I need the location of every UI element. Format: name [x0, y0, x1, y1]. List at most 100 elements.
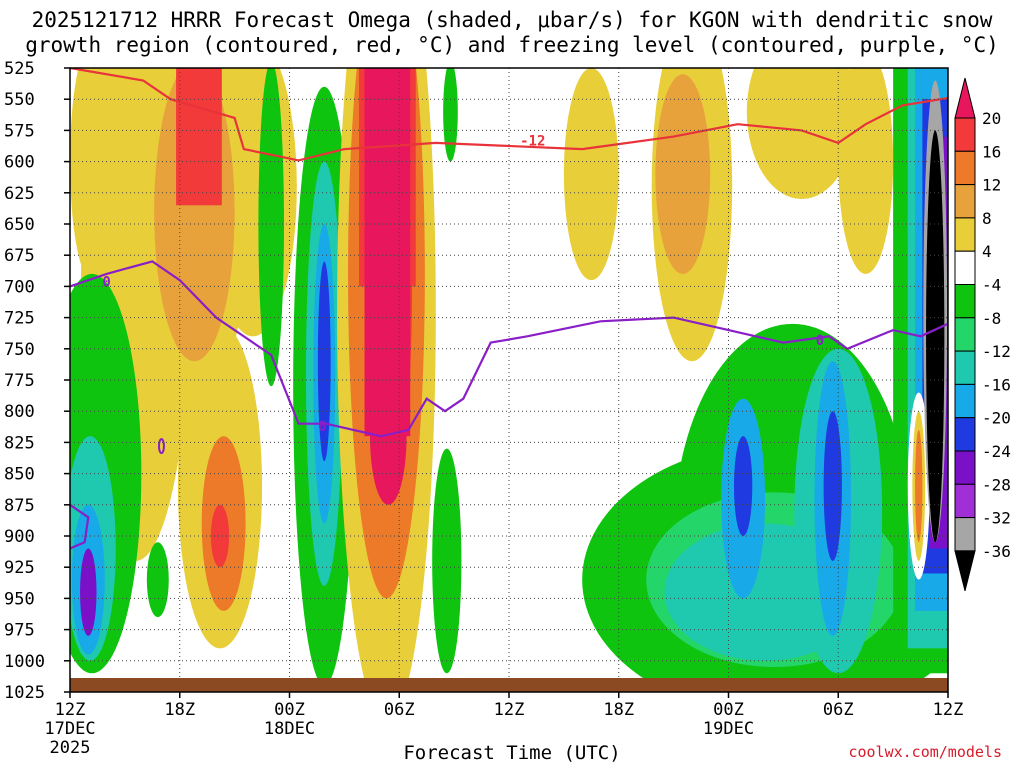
y-tick-label: 675	[4, 246, 35, 266]
y-axis: 525 550 575 600 625 650 675 700 725 750 775 800 825 8…	[4, 59, 70, 703]
omega-purple-early	[80, 548, 97, 636]
colorbar-arrow-bottom	[954, 550, 976, 592]
x-tick-year-label: 2025	[50, 738, 91, 758]
x-axis-title: Forecast Time (UTC)	[403, 742, 621, 764]
x-tick-label: 18Z	[603, 700, 634, 720]
y-tick-label: 1000	[4, 652, 45, 672]
y-tick-label: 875	[4, 496, 35, 516]
contour-dendritic-minus12	[70, 68, 948, 162]
y-tick-label: 850	[4, 465, 35, 485]
x-tick-label: 12Z	[494, 700, 525, 720]
x-tick-date-label: 18DEC	[264, 719, 315, 739]
colorbar-swatch	[954, 350, 976, 385]
y-tick-label: 1025	[4, 683, 45, 703]
y-tick-label: 650	[4, 215, 35, 235]
x-tick-date-label: 17DEC	[44, 719, 95, 739]
colorbar-swatch	[954, 450, 976, 485]
omega-yellow-late-b	[746, 68, 857, 200]
colorbar-label: 16	[982, 142, 1001, 161]
x-tick-label: 06Z	[823, 700, 854, 720]
colorbar: 20 16 12 8 4 -4 -8 -12 -16 -20 -24 -28 -32 -36	[954, 77, 1011, 592]
colorbar-label: -12	[982, 342, 1011, 361]
terrain-ground	[70, 678, 948, 692]
x-tick-label: 18Z	[164, 700, 195, 720]
y-tick-label: 900	[4, 527, 35, 547]
y-tick-label: 575	[4, 121, 35, 141]
omega-black-core	[926, 130, 945, 543]
y-tick-label: 625	[4, 184, 35, 204]
y-tick-label: 925	[4, 558, 35, 578]
omega-shaded-field	[70, 68, 948, 692]
colorbar-label: -28	[982, 475, 1011, 494]
y-tick-label: 750	[4, 340, 35, 360]
colorbar-swatch	[954, 317, 976, 352]
y-tick-label: 975	[4, 621, 35, 641]
y-tick-label: 825	[4, 433, 35, 453]
colorbar-swatch	[954, 284, 976, 319]
colorbar-swatch	[954, 250, 976, 285]
omega-green-top	[443, 68, 458, 162]
y-tick-label: 700	[4, 277, 35, 297]
colorbar-swatch	[954, 117, 976, 152]
omega-magenta-tip	[369, 367, 407, 505]
colorbar-arrow-top	[954, 77, 976, 119]
y-tick-label: 800	[4, 402, 35, 422]
temperature-contours: -12 0 0 0	[70, 68, 948, 550]
omega-yellow-mid	[563, 68, 619, 281]
omega-red-low	[210, 504, 230, 568]
colorbar-label: 20	[982, 109, 1001, 128]
y-tick-label: 600	[4, 153, 35, 173]
contour-freezing-loop-left	[70, 503, 90, 550]
omega-darkblue-b	[823, 411, 842, 561]
x-tick-date-label: 19DEC	[703, 719, 754, 739]
credit-link[interactable]: coolwx.com/models	[848, 743, 1002, 761]
colorbar-swatch	[954, 383, 976, 419]
colorbar-label: -4	[982, 276, 1001, 295]
chart-title-line1: 2025121712 HRRR Forecast Omega (shaded, …	[31, 8, 993, 32]
omega-green-after06	[432, 448, 462, 674]
colorbar-label: -20	[982, 409, 1011, 428]
y-tick-label: 950	[4, 589, 35, 609]
chart-title: 2025121712 HRRR Forecast Omega (shaded, …	[0, 8, 1024, 58]
colorbar-swatch	[954, 517, 976, 552]
omega-green-column-a	[258, 68, 285, 387]
colorbar-label: 8	[982, 209, 992, 228]
colorbar-swatch	[954, 184, 976, 219]
x-tick-label: 00Z	[713, 700, 744, 720]
x-tick-label: 12Z	[55, 700, 86, 720]
colorbar-swatch	[954, 483, 976, 519]
colorbar-label: 4	[982, 242, 992, 261]
colorbar-label: -32	[982, 509, 1011, 528]
omega-yellow-late-c	[838, 68, 894, 274]
contour-freezing-loop-small	[157, 438, 165, 455]
y-tick-label: 525	[4, 59, 35, 79]
grid-lines	[70, 68, 948, 692]
colorbar-label: -24	[982, 442, 1011, 461]
colorbar-label: -8	[982, 309, 1001, 328]
x-tick-label: 06Z	[384, 700, 415, 720]
omega-red-early	[176, 68, 222, 206]
contour-label-freezing-level-0: 0	[816, 333, 824, 349]
omega-green-spot	[146, 542, 169, 618]
x-tick-label: 12Z	[933, 700, 964, 720]
colorbar-label: -36	[982, 542, 1011, 561]
colorbar-label: -16	[982, 375, 1011, 394]
y-tick-label: 725	[4, 309, 35, 329]
colorbar-swatch	[954, 150, 976, 186]
contour-label-dendritic-minus12: -12	[520, 133, 545, 149]
colorbar-swatch	[954, 417, 976, 452]
contour-label-freezing-level-0: 0	[318, 419, 326, 435]
colorbar-label: 12	[982, 176, 1001, 195]
x-tick-label: 00Z	[274, 700, 305, 720]
omega-darkblue-column	[317, 261, 331, 462]
contour-label-freezing-level-0: 0	[102, 274, 110, 290]
colorbar-swatch	[954, 217, 976, 252]
chart-title-line2: growth region (contoured, red, °C) and f…	[25, 33, 999, 57]
omega-orange-notch	[915, 429, 923, 543]
y-tick-label: 775	[4, 371, 35, 391]
y-tick-label: 550	[4, 90, 35, 110]
contour-freezing-level-0	[70, 260, 948, 438]
omega-orange-late	[655, 74, 711, 274]
